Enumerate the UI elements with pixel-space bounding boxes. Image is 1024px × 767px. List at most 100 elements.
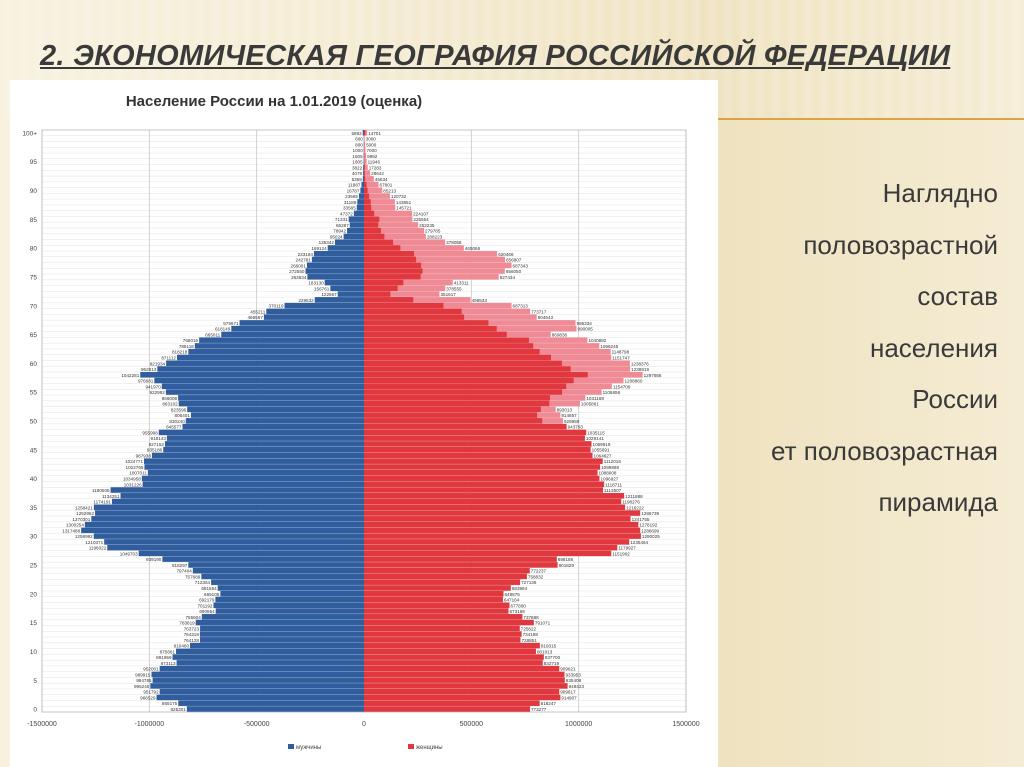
female-core-bar bbox=[364, 308, 462, 315]
x-tick-label: -1000000 bbox=[135, 721, 165, 728]
female-data-label: 909617 bbox=[560, 690, 576, 695]
male-bar bbox=[138, 550, 364, 557]
male-bar bbox=[158, 429, 364, 436]
female-data-label: 725622 bbox=[521, 626, 537, 631]
male-bar bbox=[144, 464, 364, 470]
female-bar bbox=[364, 602, 510, 608]
male-data-label: 927152 bbox=[149, 442, 165, 447]
female-data-label: 728851 bbox=[521, 638, 537, 643]
female-data-label: 1235464 bbox=[630, 540, 648, 545]
male-bar bbox=[363, 170, 364, 176]
female-data-label: 1096927 bbox=[600, 477, 618, 482]
female-bar bbox=[364, 135, 365, 142]
female-data-label: 683994 bbox=[512, 586, 528, 591]
side-line-7: пирамида bbox=[878, 487, 998, 517]
female-bar bbox=[364, 164, 368, 171]
male-bar bbox=[221, 331, 364, 338]
female-data-label: 1179927 bbox=[618, 546, 636, 551]
y-tick-label: 20 bbox=[30, 591, 38, 598]
male-bar bbox=[330, 285, 364, 292]
female-bar bbox=[364, 170, 371, 176]
male-data-label: 23565 bbox=[345, 194, 358, 199]
male-bar bbox=[334, 239, 364, 245]
female-data-label: 1031168 bbox=[586, 396, 604, 401]
male-bar bbox=[185, 418, 364, 424]
female-bar bbox=[364, 596, 503, 603]
female-core-bar bbox=[364, 395, 550, 401]
female-bar bbox=[364, 429, 587, 436]
female-bar bbox=[364, 181, 379, 188]
female-data-label: 627434 bbox=[500, 275, 516, 280]
male-data-label: 941970 bbox=[145, 384, 161, 389]
female-data-label: 1216222 bbox=[626, 505, 644, 510]
female-bar bbox=[364, 533, 641, 539]
male-data-label: 783819 bbox=[179, 621, 195, 626]
female-data-label: 1055691 bbox=[592, 448, 610, 453]
female-bar bbox=[364, 498, 622, 505]
male-bar bbox=[358, 193, 364, 199]
female-data-label: 5000 bbox=[366, 142, 377, 147]
male-bar bbox=[361, 181, 364, 188]
male-data-label: 976681 bbox=[138, 379, 154, 384]
female-core-bar bbox=[364, 348, 540, 355]
male-data-label: 1134251 bbox=[102, 494, 120, 499]
y-tick-label: 75 bbox=[30, 274, 38, 281]
male-bar bbox=[152, 677, 364, 683]
male-data-label: 989915 bbox=[135, 672, 151, 677]
female-bar bbox=[364, 469, 598, 476]
male-bar bbox=[362, 130, 364, 136]
male-bar bbox=[356, 204, 364, 211]
y-tick-label: 85 bbox=[30, 217, 38, 224]
male-bar bbox=[178, 395, 364, 401]
female-core-bar bbox=[364, 285, 398, 292]
female-data-label: 1211888 bbox=[625, 494, 643, 499]
side-line-3: состав bbox=[917, 281, 998, 311]
y-tick-label: 95 bbox=[30, 159, 38, 166]
female-core-bar bbox=[364, 233, 385, 240]
female-data-label: 224107 bbox=[413, 211, 429, 216]
female-data-label: 869836 bbox=[552, 332, 568, 337]
female-core-bar bbox=[364, 227, 381, 234]
female-data-label: 837700 bbox=[545, 655, 561, 660]
female-data-label: 1088008 bbox=[599, 471, 617, 476]
male-bar bbox=[362, 176, 364, 182]
male-data-label: 768016 bbox=[183, 338, 199, 343]
female-bar bbox=[364, 153, 367, 159]
male-data-label: 863102 bbox=[162, 402, 178, 407]
female-bar bbox=[364, 233, 426, 240]
male-bar bbox=[156, 694, 364, 701]
male-data-label: 764318 bbox=[184, 632, 200, 637]
male-data-label: 873113 bbox=[161, 661, 176, 666]
male-bar bbox=[231, 325, 364, 332]
female-bar bbox=[364, 239, 446, 245]
female-data-label: 28642 bbox=[371, 171, 384, 176]
female-data-label: 898185 bbox=[558, 557, 574, 562]
chart-title: Население России на 1.01.2019 (оценка) bbox=[126, 93, 422, 110]
legend-swatch-female bbox=[408, 744, 414, 749]
population-pyramid-chart: Население России на 1.01.2019 (оценка) -… bbox=[10, 80, 718, 767]
female-data-label: 620466 bbox=[498, 252, 514, 257]
female-data-label: 120732 bbox=[391, 194, 407, 199]
female-data-label: 288223 bbox=[427, 234, 443, 239]
female-core-bar bbox=[364, 239, 394, 245]
male-data-label: 823596 bbox=[171, 407, 187, 412]
female-data-label: 1005861 bbox=[581, 402, 599, 407]
male-data-label: 618149 bbox=[215, 327, 231, 332]
male-data-label: 1605 bbox=[352, 160, 363, 165]
legend-swatch-male bbox=[288, 744, 294, 749]
male-bar bbox=[215, 608, 364, 614]
female-bar bbox=[364, 671, 565, 678]
female-core-bar bbox=[364, 343, 534, 349]
female-data-label: 687313 bbox=[513, 304, 529, 309]
male-data-label: 806401 bbox=[175, 413, 191, 418]
female-core-bar bbox=[364, 170, 365, 176]
male-bar bbox=[305, 268, 364, 274]
male-data-label: 966529 bbox=[140, 695, 156, 700]
female-bar bbox=[364, 660, 543, 666]
male-bar bbox=[360, 187, 364, 194]
female-bar bbox=[364, 625, 520, 632]
male-bar bbox=[199, 337, 364, 343]
male-bar bbox=[363, 164, 364, 171]
y-tick-label: 65 bbox=[30, 332, 38, 339]
female-bar bbox=[364, 268, 505, 274]
